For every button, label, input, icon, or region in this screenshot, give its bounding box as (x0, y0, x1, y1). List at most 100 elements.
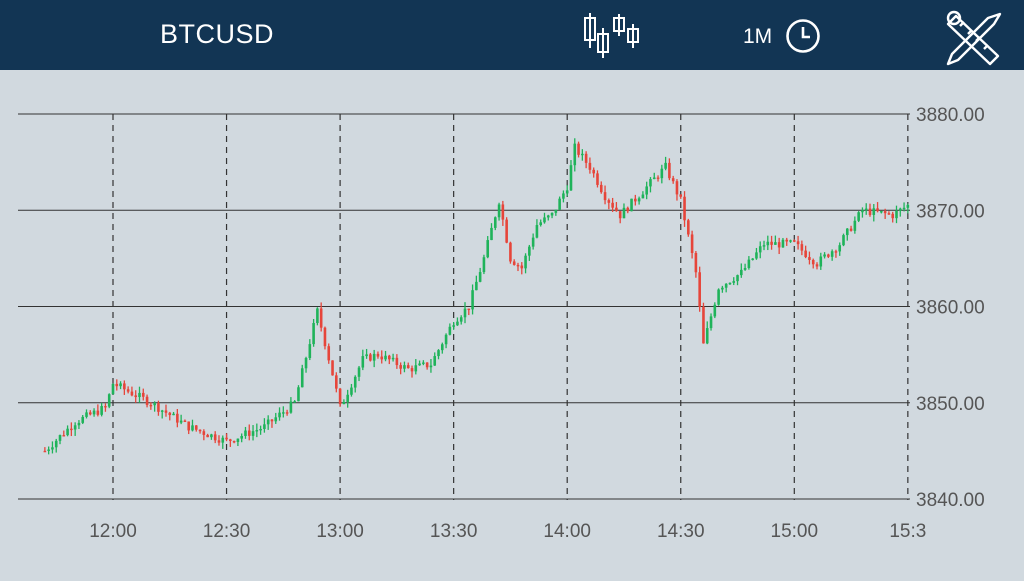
candle-up-body (660, 168, 664, 179)
candle-down-body (232, 441, 236, 443)
candle-down-body (520, 265, 524, 269)
candle-up-body (153, 403, 156, 406)
candle-down-body (777, 242, 781, 248)
candle-down-body (607, 200, 611, 203)
candle-down-body (62, 435, 66, 437)
candle-down-body (588, 162, 592, 170)
candle-up-body (77, 422, 81, 426)
candle-up-body (774, 242, 777, 245)
timeframe-button[interactable]: 1M (734, 14, 824, 58)
candle-down-body (145, 396, 149, 405)
symbol-title[interactable]: BTCUSD (160, 19, 275, 49)
candle-up-body (58, 435, 62, 441)
candle-down-body (796, 241, 800, 245)
candle-up-body (289, 401, 293, 413)
candle-up-body (880, 211, 883, 213)
candle-down-body (793, 240, 796, 242)
x-tick-label: 14:30 (657, 521, 705, 542)
candle-up-body (743, 267, 747, 270)
candle-up-body (539, 222, 543, 226)
candle-up-body (819, 256, 823, 267)
candle-down-body (70, 428, 73, 431)
price-chart[interactable]: 3880.00 3870.00 3860.00 3850.00 3840.00 12:00… (0, 70, 1024, 576)
candle-down-body (187, 421, 190, 431)
tools-button[interactable] (940, 8, 1006, 66)
candle-down-body (656, 177, 660, 179)
candle-up-body (293, 401, 296, 403)
candle-up-body (842, 235, 845, 246)
candle-down-body (887, 213, 891, 215)
x-tick-label: 13:30 (430, 521, 478, 542)
candle-up-body (751, 258, 754, 260)
candle-up-body (543, 217, 546, 223)
candle-up-body (384, 355, 387, 360)
candle-up-body (437, 350, 440, 357)
candle-up-body (652, 177, 656, 180)
candle-down-body (891, 213, 895, 219)
x-tick-label: 15:00 (771, 521, 819, 542)
candle-up-body (622, 207, 626, 219)
chart-type-button[interactable] (578, 10, 642, 62)
candle-down-body (868, 208, 872, 215)
candle-down-body (327, 346, 331, 361)
candle-down-body (213, 434, 217, 441)
candle-up-body (664, 162, 667, 169)
candle-down-body (338, 388, 342, 405)
candle-down-body (141, 392, 145, 397)
candle-down-body (671, 178, 675, 182)
candle-down-body (577, 143, 580, 155)
candle-down-body (194, 425, 198, 430)
candle-up-body (244, 430, 247, 436)
candle-up-body (705, 328, 709, 344)
candle-down-body (319, 308, 323, 328)
x-tick-label: 13:00 (316, 521, 364, 542)
candle-up-body (569, 165, 573, 191)
candle-up-body (554, 209, 558, 213)
candle-up-body (440, 344, 444, 351)
candle-up-body (308, 344, 312, 358)
candle-down-body (270, 419, 274, 422)
candle-up-body (312, 323, 315, 345)
candle-down-body (785, 239, 789, 242)
candle-up-body (414, 365, 418, 372)
candle-up-body (531, 237, 535, 247)
candle-up-body (100, 406, 103, 415)
candle-down-body (634, 198, 637, 202)
candle-down-body (115, 383, 119, 387)
candle-up-body (758, 246, 762, 253)
chart-area[interactable]: 3880.00 3870.00 3860.00 3850.00 3840.00 12:00… (0, 70, 1024, 576)
candle-up-body (736, 275, 739, 282)
candle-up-body (766, 241, 770, 246)
candle-down-body (584, 153, 588, 163)
candle-down-body (516, 264, 520, 267)
candle-down-body (808, 257, 811, 260)
candle-up-body (111, 383, 115, 395)
candle-down-body (668, 162, 671, 179)
candle-down-body (126, 389, 130, 392)
candle-up-body (550, 212, 554, 216)
candle-up-body (721, 287, 724, 290)
candle-down-body (229, 439, 232, 442)
candle-down-body (683, 196, 686, 221)
x-tick-label: 12:30 (203, 521, 251, 542)
candle-up-body (724, 283, 728, 288)
candle-up-body (266, 419, 270, 425)
candle-down-body (157, 403, 160, 412)
candle-up-body (845, 228, 849, 236)
candle-up-body (251, 431, 255, 436)
candle-down-body (467, 308, 471, 311)
candle-up-body (478, 272, 482, 282)
candle-up-body (357, 367, 361, 377)
candle-down-body (198, 429, 202, 432)
candle-up-body (558, 198, 561, 210)
candle-up-body (581, 153, 584, 156)
candle-up-body (637, 198, 641, 202)
candle-up-body (872, 208, 876, 215)
candle-down-body (388, 355, 391, 360)
candle-up-body (861, 210, 864, 213)
candle-down-body (800, 244, 804, 251)
candle-down-body (88, 412, 92, 415)
candle-up-body (365, 354, 368, 357)
candle-down-body (834, 251, 838, 253)
candle-down-body (134, 395, 138, 398)
